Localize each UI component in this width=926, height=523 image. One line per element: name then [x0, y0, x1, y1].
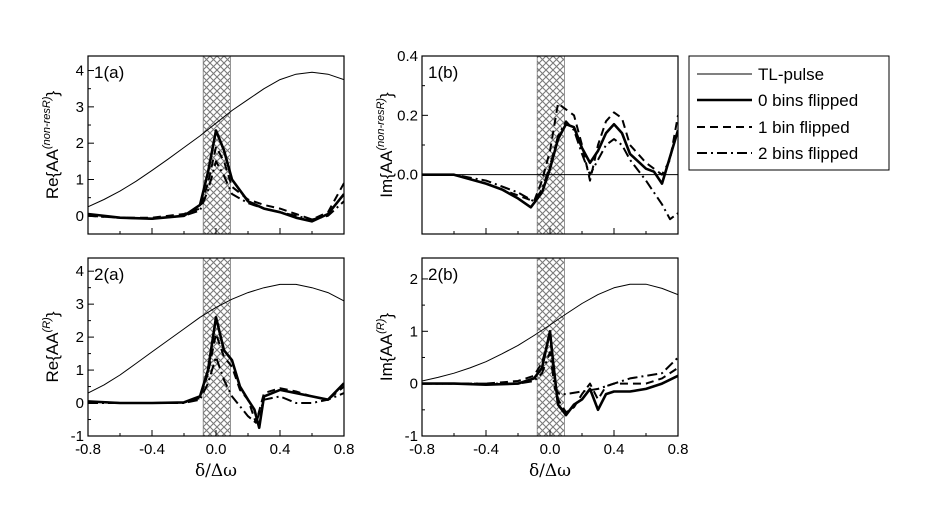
x-axis-label-2a: δ/Δω: [195, 461, 237, 481]
y-tick-label: 3: [76, 296, 84, 313]
x-tick-label: -0.8: [75, 441, 101, 458]
series-2b-thick: [422, 330, 678, 417]
y-axis-label-2a: Re{AA(R)}: [41, 311, 62, 382]
series-2a-thin: [88, 283, 344, 394]
legend-box: [688, 55, 890, 171]
series-1a-dash: [88, 145, 344, 221]
series-2b-dashdot: [422, 351, 678, 396]
panel-label-2b: 2(b): [428, 265, 458, 284]
shaded-region-2a: [202, 257, 231, 437]
legend-label-1-bin: 1 bin flipped: [758, 118, 850, 137]
y-tick-label: 2: [410, 271, 418, 288]
legend-label-2-bins: 2 bins flipped: [758, 144, 858, 163]
y-tick-label: 3: [76, 99, 84, 116]
series-1a-thin: [88, 71, 344, 208]
y-tick-label: 4: [76, 263, 84, 280]
y-tick-label: 1: [76, 362, 84, 379]
series-2b-thin: [422, 283, 678, 382]
x-tick-label: -0.4: [139, 441, 165, 458]
panel-1b: 0.0 0.2 0.4 1(b) Im{AA(non-resR)}: [375, 48, 679, 235]
y-tick-label: 0: [76, 208, 84, 225]
x-tick-label: 0.4: [604, 441, 625, 458]
y-axis-label-2b: Im{AA(R)}: [375, 313, 396, 382]
legend: TL-pulse 0 bins flipped 1 bin flipped 2 …: [688, 55, 890, 171]
y-tick-label: 1: [76, 172, 84, 189]
y-tick-label: 0.4: [397, 48, 418, 65]
series-1a-dashdot: [88, 160, 344, 221]
x-tick-label: -0.4: [473, 441, 499, 458]
x-tick-label: 0.8: [668, 441, 689, 458]
series-1b-dashdot: [422, 120, 678, 221]
y-tick-label: 0.2: [397, 107, 418, 124]
panel-2b: -0.8 -0.4 0.0 0.4 0.8 -1 0 1 2 2(b) Im{AA(R)} δ/Δω: [375, 257, 689, 481]
shaded-region-1a: [202, 55, 231, 235]
y-tick-label: 2: [76, 135, 84, 152]
panel-label-1a: 1(a): [94, 63, 124, 82]
x-tick-label: -0.8: [409, 441, 435, 458]
y-tick-label: 1: [410, 323, 418, 340]
panel-label-1b: 1(b): [428, 63, 458, 82]
y-tick-label: 0: [410, 376, 418, 393]
x-axis-label-2b: δ/Δω: [529, 461, 571, 481]
y-axis-label-1a: Re{AA(non-resR)}: [41, 91, 62, 200]
series-2b-dash: [422, 332, 678, 414]
y-tick-label: 0: [76, 395, 84, 412]
y-tick-label: 0.0: [397, 167, 418, 184]
legend-label-0-bins: 0 bins flipped: [758, 91, 858, 110]
panel-1a: 0 1 2 3 4 1(a) Re{AA(non-resR)}: [41, 55, 345, 235]
y-tick-label: -1: [405, 428, 418, 445]
x-tick-label: 0.0: [206, 441, 227, 458]
y-tick-label: 2: [76, 329, 84, 346]
x-tick-label: 0.8: [334, 441, 355, 458]
series-1b-dash: [422, 102, 678, 203]
y-tick-label: 4: [76, 63, 84, 80]
panel-label-2a: 2(a): [94, 265, 124, 284]
y-axis-label-1b: Im{AA(non-resR)}: [375, 92, 396, 198]
series-2a-dashdot: [88, 355, 344, 424]
x-tick-label: 0.0: [540, 441, 561, 458]
legend-label-tl-pulse: TL-pulse: [758, 65, 824, 84]
x-tick-label: 0.4: [270, 441, 291, 458]
series-1b-thick: [422, 122, 678, 209]
y-tick-label: -1: [71, 428, 84, 445]
panel-2a: -0.8 -0.4 0.0 0.4 0.8 -1 0 1 2 3 4 2(a) Re{AA(R)} δ/Δ…: [41, 257, 355, 481]
series-2a-dash: [88, 332, 344, 424]
